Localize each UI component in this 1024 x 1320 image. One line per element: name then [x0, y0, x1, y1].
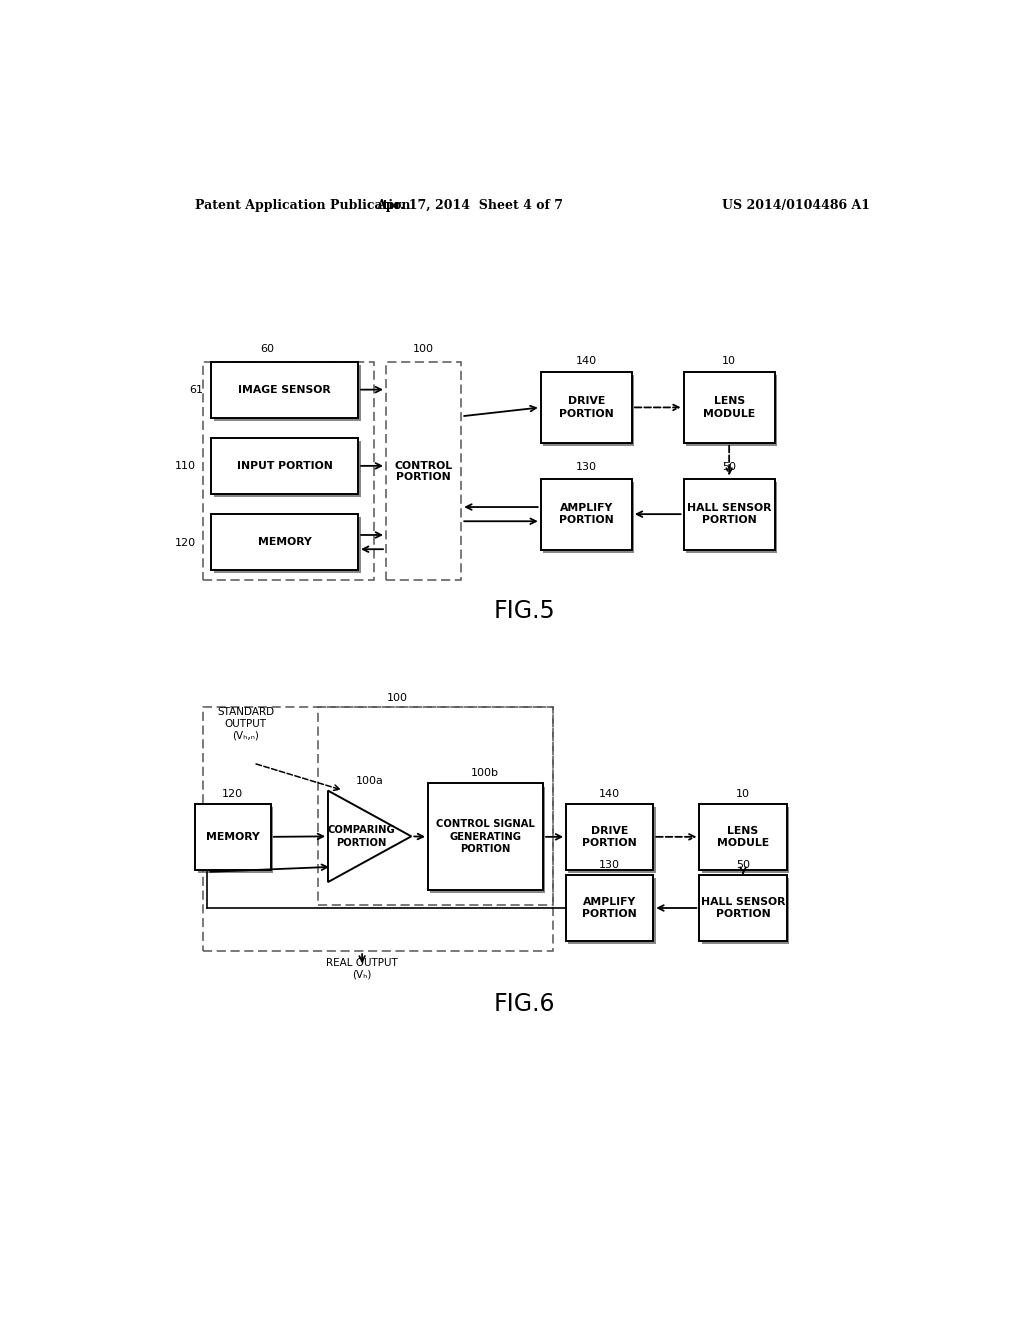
Text: COMPARING
PORTION: COMPARING PORTION — [328, 825, 395, 847]
Bar — [428, 784, 543, 890]
Text: FIG.6: FIG.6 — [494, 993, 556, 1016]
Text: AMPLIFY
PORTION: AMPLIFY PORTION — [583, 896, 637, 919]
Text: DRIVE
PORTION: DRIVE PORTION — [583, 825, 637, 847]
Text: Apr. 17, 2014  Sheet 4 of 7: Apr. 17, 2014 Sheet 4 of 7 — [376, 199, 563, 213]
Bar — [566, 804, 653, 870]
Text: 120: 120 — [175, 537, 197, 548]
Text: 50: 50 — [736, 859, 750, 870]
Bar — [699, 875, 786, 941]
Text: HALL SENSOR
PORTION: HALL SENSOR PORTION — [687, 503, 771, 525]
Text: 100: 100 — [387, 693, 409, 704]
Bar — [214, 441, 360, 496]
Text: 100: 100 — [413, 343, 434, 354]
Bar — [318, 708, 553, 906]
Bar — [684, 372, 775, 444]
Bar — [214, 364, 360, 421]
Bar — [214, 517, 360, 573]
Bar — [686, 482, 777, 553]
Text: STANDARD
OUTPUT
(Vₕ,ₙ): STANDARD OUTPUT (Vₕ,ₙ) — [217, 708, 274, 741]
Text: 60: 60 — [260, 343, 273, 354]
Text: HALL SENSOR
PORTION: HALL SENSOR PORTION — [700, 896, 785, 919]
Bar — [196, 804, 270, 870]
Bar — [211, 438, 358, 494]
Text: INPUT PORTION: INPUT PORTION — [237, 461, 333, 471]
Bar — [430, 787, 546, 894]
Text: 130: 130 — [599, 859, 621, 870]
Text: DRIVE
PORTION: DRIVE PORTION — [559, 396, 613, 418]
Bar — [204, 708, 553, 952]
Bar — [701, 878, 790, 944]
Bar — [566, 875, 653, 941]
Text: 10: 10 — [722, 356, 736, 366]
Bar — [701, 807, 790, 873]
Text: MEMORY: MEMORY — [258, 537, 311, 546]
Text: CONTROL
PORTION: CONTROL PORTION — [394, 461, 453, 482]
Text: 140: 140 — [575, 356, 596, 366]
Bar — [541, 479, 632, 549]
Text: 10: 10 — [736, 789, 750, 799]
Text: US 2014/0104486 A1: US 2014/0104486 A1 — [722, 199, 870, 213]
Text: 120: 120 — [222, 789, 244, 799]
Text: 100b: 100b — [471, 768, 499, 779]
Text: AMPLIFY
PORTION: AMPLIFY PORTION — [559, 503, 613, 525]
Text: 110: 110 — [175, 462, 197, 471]
Bar — [543, 482, 634, 553]
Bar — [568, 878, 655, 944]
Text: 100a: 100a — [356, 776, 384, 785]
Bar — [686, 375, 777, 446]
Bar — [568, 807, 655, 873]
Text: IMAGE SENSOR: IMAGE SENSOR — [239, 384, 331, 395]
Text: 130: 130 — [575, 462, 596, 473]
Bar — [198, 807, 273, 873]
Polygon shape — [328, 791, 412, 882]
Bar — [211, 362, 358, 417]
Bar — [543, 375, 634, 446]
Bar — [541, 372, 632, 444]
Text: FIG.5: FIG.5 — [494, 599, 556, 623]
Text: 50: 50 — [722, 462, 736, 473]
Bar — [699, 804, 786, 870]
Text: CONTROL SIGNAL
GENERATING
PORTION: CONTROL SIGNAL GENERATING PORTION — [436, 820, 535, 854]
Bar — [211, 515, 358, 570]
Text: LENS
MODULE: LENS MODULE — [717, 825, 769, 847]
Text: Patent Application Publication: Patent Application Publication — [196, 199, 411, 213]
Text: MEMORY: MEMORY — [206, 832, 260, 842]
Text: 140: 140 — [599, 789, 621, 799]
Text: LENS
MODULE: LENS MODULE — [703, 396, 756, 418]
Text: REAL OUTPUT
(Vₕ): REAL OUTPUT (Vₕ) — [327, 958, 398, 979]
Text: 61: 61 — [189, 385, 204, 395]
Bar — [386, 362, 461, 581]
Bar — [684, 479, 775, 549]
Bar — [204, 362, 374, 581]
